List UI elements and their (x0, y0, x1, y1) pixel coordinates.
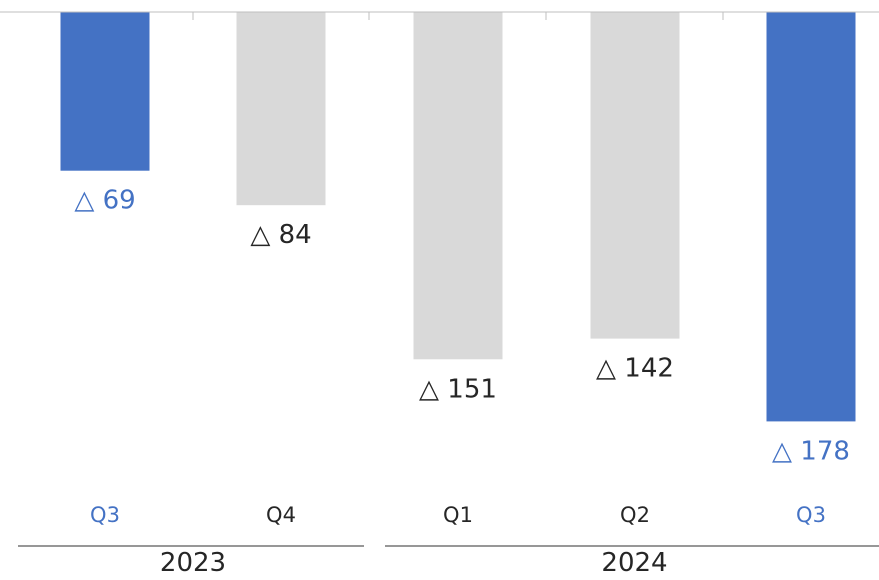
axis-ticks (192, 12, 724, 20)
year-label: 2024 (601, 548, 667, 578)
category-label: Q3 (796, 503, 826, 527)
data-label: △ 142 (596, 354, 674, 384)
bar (236, 12, 326, 206)
category-label: Q2 (620, 503, 650, 527)
data-label: △ 151 (419, 374, 497, 404)
year-groups: 2023 2024 (18, 545, 879, 578)
chart-marks (60, 12, 856, 422)
bar (60, 12, 150, 171)
category-label: Q1 (443, 503, 473, 527)
category-labels: Q3 Q4 Q1 Q2 Q3 (90, 503, 826, 527)
bar (413, 12, 503, 360)
category-label: Q3 (90, 503, 120, 527)
data-label: △ 178 (772, 436, 850, 466)
bar (766, 12, 856, 422)
bar (590, 12, 680, 339)
category-label: Q4 (266, 503, 296, 527)
data-label: △ 84 (250, 220, 311, 250)
year-label: 2023 (160, 548, 226, 578)
data-label: △ 69 (74, 186, 135, 216)
data-labels: △ 69 △ 84 △ 151 △ 142 △ 178 (74, 186, 850, 467)
